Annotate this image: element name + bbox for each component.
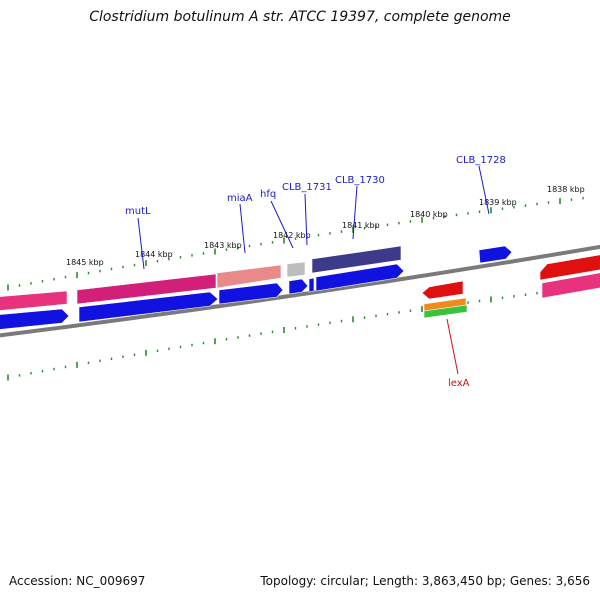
leader-miaA <box>239 203 246 254</box>
forward-arrows <box>0 263 405 330</box>
gene-block-pink-right <box>541 272 600 299</box>
gene-block-CLB-1730 <box>311 245 402 274</box>
scale-label-1843: 1843 kbp <box>204 241 242 250</box>
scale-label-1845: 1845 kbp <box>66 258 104 267</box>
gene-arrow-hfq <box>288 278 309 295</box>
scale-label-1840: 1840 kbp <box>410 210 448 219</box>
scale-label-1838: 1838 kbp <box>547 185 585 194</box>
leader-lexA <box>446 318 459 375</box>
outer-tick-ruler <box>7 196 584 291</box>
gene-block-mutL <box>76 273 217 305</box>
genome-backbone <box>0 244 600 338</box>
scale-labels: 1845 kbp 1844 kbp 1843 kbp 1842 kbp 1841… <box>66 185 585 267</box>
leader-hfq <box>270 200 294 249</box>
reverse-features <box>421 280 468 319</box>
scale-label-1841: 1841 kbp <box>342 221 380 230</box>
gene-block-miaA <box>216 264 282 289</box>
gene-arrow-lexA-red <box>421 280 464 300</box>
gene-label-CLB-1728: CLB_1728 <box>456 155 506 166</box>
gene-block-red-right <box>539 254 600 281</box>
gene-block-pink-left <box>0 290 68 311</box>
leader-CLB-1731 <box>304 193 308 246</box>
gene-label-CLB-1730: CLB_1730 <box>335 175 385 186</box>
forward-features-outer <box>0 245 600 311</box>
accession-text: Accession: NC_009697 <box>9 574 146 588</box>
gene-bar-lexA-green <box>423 304 468 319</box>
gene-block-CLB-1728 <box>478 245 513 264</box>
genome-title: Clostridium botulinum A str. ATCC 19397,… <box>89 9 511 25</box>
gene-label-hfq: hfq <box>260 189 276 200</box>
gene-label-miaA: miaA <box>227 193 253 204</box>
gene-label-lexA: lexA <box>448 378 470 389</box>
gene-arrow-miaA <box>218 282 284 305</box>
gene-arrow-left <box>0 308 70 330</box>
scale-label-1842: 1842 kbp <box>273 231 311 240</box>
gene-labels: mutL miaA hfq CLB_1731 CLB_1730 CLB_1728… <box>125 155 506 389</box>
leader-CLB-1728 <box>478 165 490 215</box>
scale-label-1839: 1839 kbp <box>479 198 517 207</box>
gene-label-CLB-1731: CLB_1731 <box>282 182 332 193</box>
gene-label-mutL: mutL <box>125 206 151 217</box>
gene-block-hfq <box>286 261 306 278</box>
gene-arrow-CLB-1730 <box>315 263 405 292</box>
label-leaders <box>137 165 490 375</box>
scale-label-1844: 1844 kbp <box>135 250 173 259</box>
gene-arrow-mutL <box>78 291 219 323</box>
leader-CLB-1730 <box>352 185 358 240</box>
topology-text: Topology: circular; Length: 3,863,450 bp… <box>260 574 590 588</box>
leader-mutL <box>137 217 145 270</box>
gene-arrow-small <box>308 277 315 293</box>
